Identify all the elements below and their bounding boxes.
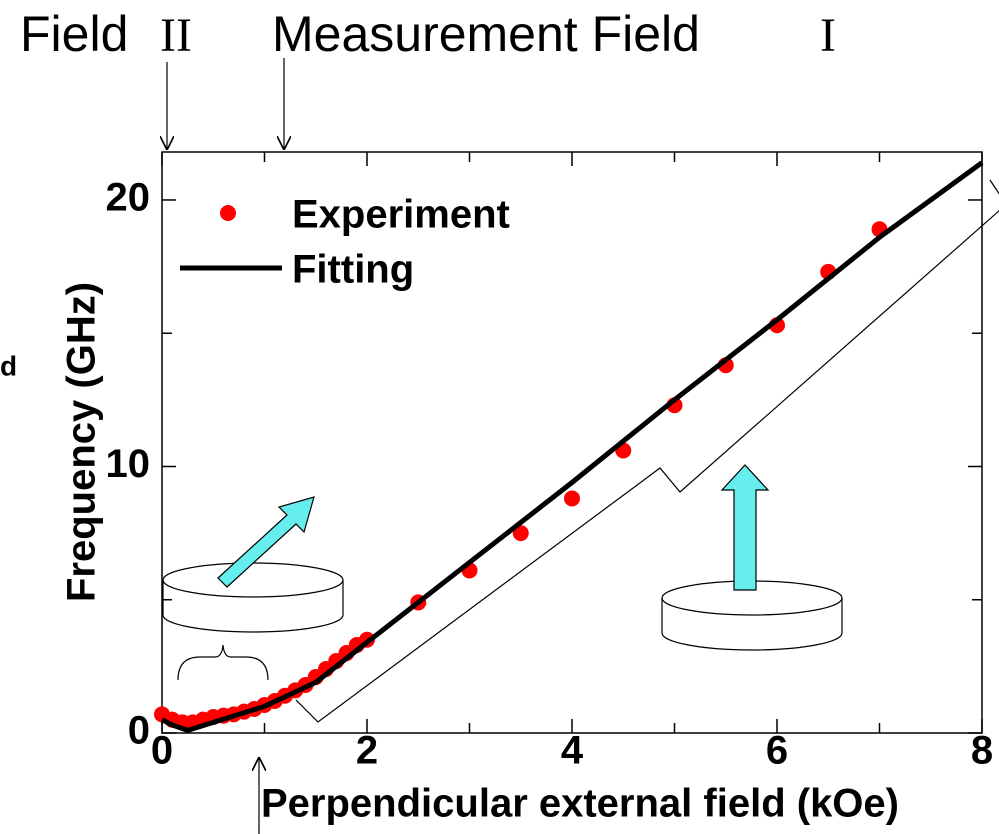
- plot-frame: [161, 151, 983, 734]
- annotation: d: [0, 350, 17, 381]
- data-point: [512, 525, 529, 542]
- data-point: [564, 490, 580, 507]
- legend-marker: [220, 205, 236, 221]
- y-tick-label: 0: [128, 709, 150, 753]
- y-axis-label: Frequency (GHz): [60, 282, 104, 602]
- legend-label: Experiment: [292, 193, 510, 237]
- annotation: Field: [20, 6, 128, 62]
- x-axis-label: Perpendicular external field (kOe): [261, 782, 899, 826]
- x-tick-label: 6: [766, 729, 788, 773]
- fit-line: [160, 160, 984, 733]
- legend-label: Fitting: [292, 248, 414, 292]
- x-tick-label: 0: [151, 729, 173, 773]
- y-tick-label: 10: [106, 442, 151, 486]
- y-tick-label: 20: [106, 176, 151, 220]
- disk-diagram: [162, 179, 999, 723]
- annotation: Measurement Field: [272, 6, 700, 62]
- annotation: II: [160, 9, 192, 62]
- x-tick-label: 2: [356, 729, 378, 773]
- x-tick-label: 8: [971, 729, 993, 773]
- x-tick-label: 4: [561, 729, 584, 773]
- annotation: I: [820, 9, 836, 62]
